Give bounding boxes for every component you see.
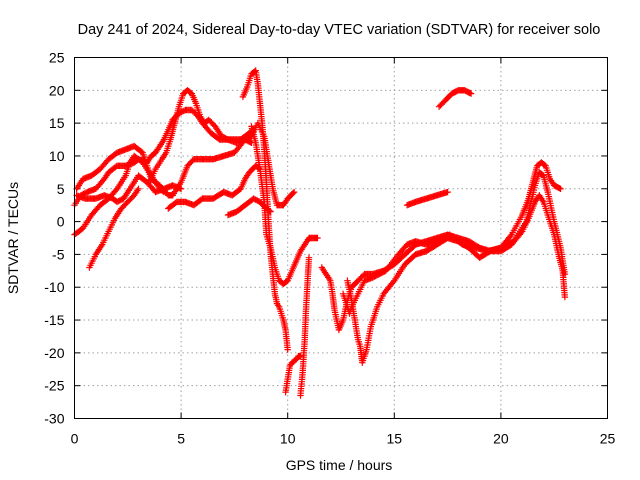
series-arc-12 xyxy=(282,352,304,396)
y-tick-label: 10 xyxy=(49,148,65,164)
data-point xyxy=(297,352,304,360)
chart-title: Day 241 of 2024, Sidereal Day-to-day VTE… xyxy=(78,22,601,38)
x-tick-label: 5 xyxy=(177,431,185,447)
data-point xyxy=(507,233,514,240)
data-point xyxy=(444,188,451,196)
y-tick-label: -5 xyxy=(52,246,65,262)
series-arc-6 xyxy=(145,87,255,186)
y-tick-label: -25 xyxy=(44,378,64,394)
data-point xyxy=(112,187,120,194)
x-tick-labels: 0 5 10 15 20 25 xyxy=(71,431,616,447)
series-arc-5 xyxy=(86,185,142,271)
data-points xyxy=(71,67,569,399)
x-tick-label: 20 xyxy=(493,431,509,447)
y-tick-label: 25 xyxy=(49,50,65,66)
data-point xyxy=(557,185,564,192)
series-arc-16 xyxy=(339,169,569,317)
series-arc-17 xyxy=(403,188,451,209)
x-axis-label: GPS time / hours xyxy=(286,457,393,473)
y-tick-label: -20 xyxy=(44,345,64,361)
y-tick-labels: -30 -25 -20 -15 -10 -5 0 5 10 15 20 25 xyxy=(44,50,64,427)
y-tick-label: -15 xyxy=(44,312,64,328)
x-tick-label: 0 xyxy=(71,431,79,447)
x-tick-label: 10 xyxy=(280,431,296,447)
y-tick-label: -30 xyxy=(44,411,64,427)
series-arc-4 xyxy=(73,172,185,206)
y-tick-label: 0 xyxy=(57,214,65,230)
data-point xyxy=(135,185,142,192)
series-arc-18 xyxy=(435,87,475,110)
data-point xyxy=(289,189,297,197)
y-axis-label: SDTVAR / TECUs xyxy=(5,182,21,294)
x-tick-label: 15 xyxy=(387,431,403,447)
y-tick-label: 5 xyxy=(57,181,65,197)
data-point xyxy=(389,278,397,286)
x-tick-label: 25 xyxy=(600,431,616,447)
data-point xyxy=(284,346,291,353)
series-arc-11 xyxy=(248,123,321,288)
data-point xyxy=(561,293,569,301)
y-tick-label: -10 xyxy=(44,279,64,295)
data-point xyxy=(314,234,321,242)
data-point xyxy=(251,68,258,75)
data-point xyxy=(290,188,298,196)
series-arc-10 xyxy=(239,67,291,353)
y-tick-label: 15 xyxy=(49,115,65,131)
data-point xyxy=(467,90,475,97)
plot-frame xyxy=(74,57,608,419)
y-tick-label: 20 xyxy=(49,82,65,98)
data-point xyxy=(305,254,313,261)
data-point xyxy=(561,270,569,278)
series-arc-13 xyxy=(297,254,313,399)
